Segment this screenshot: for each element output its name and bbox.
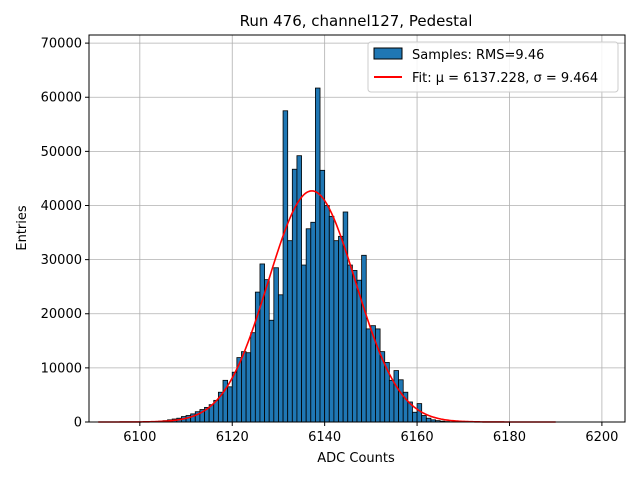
histogram-bar [393, 370, 399, 423]
histogram-bar [227, 386, 233, 423]
histogram-bar [241, 351, 247, 423]
x-tick-label: 6200 [585, 430, 618, 445]
histogram-bar [324, 205, 330, 423]
histogram-bar [268, 319, 275, 423]
y-tick-label: 40000 [41, 199, 82, 214]
histogram-bar [421, 415, 427, 423]
plot-frame [88, 34, 626, 423]
histogram-bar [231, 371, 238, 423]
x-tick-label: 6120 [216, 430, 249, 445]
y-tick-label: 20000 [41, 307, 82, 322]
histogram-bar [425, 417, 432, 423]
histogram-bar [347, 264, 353, 423]
histogram-bar [416, 403, 423, 423]
x-tick-label: 6140 [308, 430, 341, 445]
y-tick-label: 60000 [41, 91, 82, 106]
histogram-bar [328, 215, 335, 423]
histogram-bar [365, 328, 372, 423]
histogram-bar [351, 270, 358, 423]
histogram-bar [301, 264, 307, 423]
histogram-bar [388, 379, 395, 423]
x-axis-label: ADC Counts [317, 451, 395, 466]
histogram-bar [250, 332, 256, 423]
legend-box [367, 41, 619, 93]
y-axis-label: Entries [15, 205, 30, 251]
histogram-bar [315, 87, 321, 423]
x-tick-label: 6100 [123, 430, 156, 445]
histogram-bar [287, 240, 293, 423]
x-tick-label: 6160 [401, 430, 434, 445]
x-tick-label: 6180 [493, 430, 526, 445]
histogram-bar [278, 294, 284, 423]
axes [85, 34, 626, 426]
y-tick-label: 70000 [41, 37, 82, 52]
histogram-bar [338, 235, 344, 423]
histogram-bar [282, 110, 289, 423]
histogram-bar [412, 411, 418, 423]
tick-labels: 6100 6120 6140 6160 6180 6200 0 10000 20000 30000… [41, 37, 619, 445]
y-tick-label: 30000 [41, 253, 82, 268]
histogram-bar [264, 279, 270, 423]
histogram-bar [259, 263, 265, 423]
histogram-bar [296, 155, 302, 423]
histogram-bar [361, 254, 367, 423]
histogram-bar [310, 221, 316, 423]
histogram-bar [398, 379, 404, 423]
legend-fit-label: Fit: μ = 6137.228, σ = 9.464 [412, 71, 598, 86]
histogram-bar [245, 352, 252, 423]
histogram-bar [319, 169, 326, 423]
y-tick-label: 50000 [41, 145, 82, 160]
legend: Samples: RMS=9.46 Fit: μ = 6137.228, σ =… [367, 41, 619, 93]
histogram-bar [273, 267, 279, 423]
legend-histogram-label: Samples: RMS=9.46 [412, 48, 544, 63]
chart-title: Run 476, channel127, Pedestal [240, 12, 473, 30]
histogram-bar [305, 228, 312, 423]
y-tick-label: 0 [74, 416, 82, 431]
histogram-bar [333, 240, 339, 423]
legend-histogram-swatch [373, 47, 403, 60]
histogram-bars [144, 87, 460, 423]
y-tick-label: 10000 [41, 361, 82, 376]
